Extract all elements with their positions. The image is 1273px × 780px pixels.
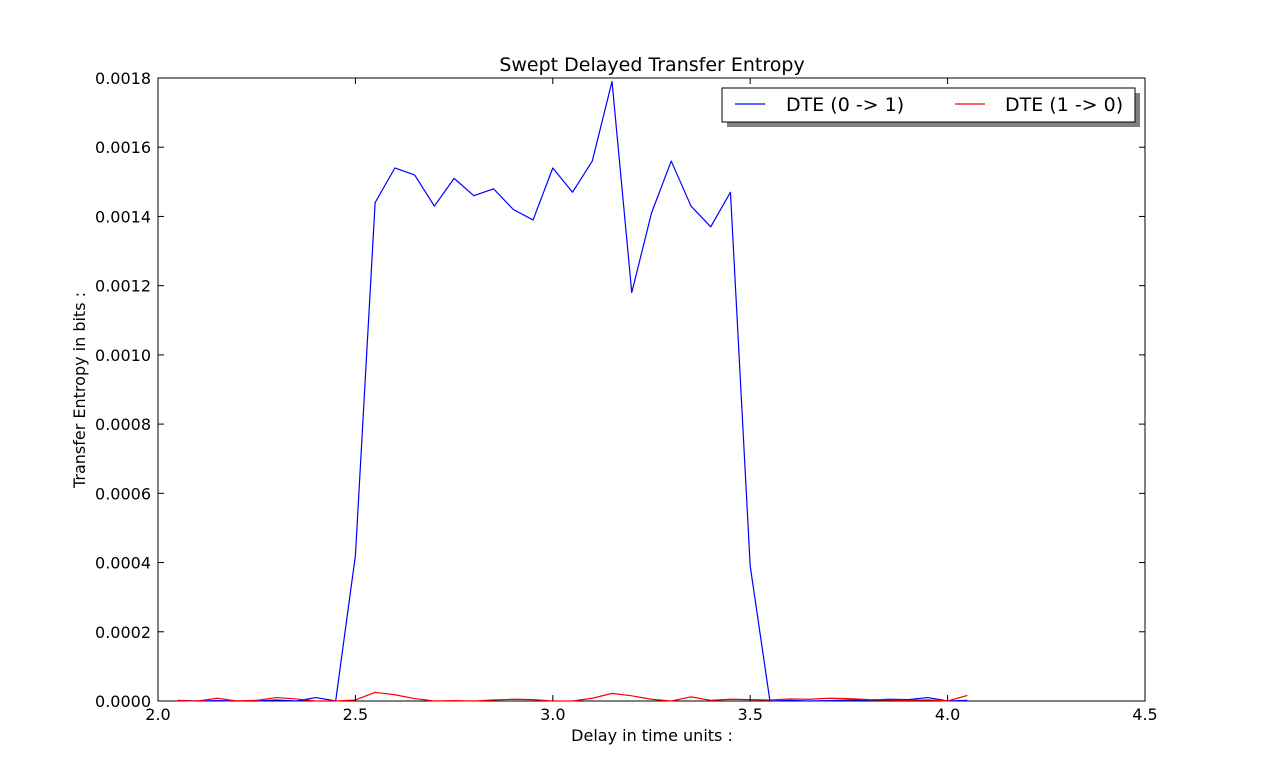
x-tick-label: 3.0 [540, 705, 565, 724]
series-line-dte-1-0 [177, 691, 968, 702]
y-tick-label: 0.0000 [95, 692, 151, 711]
legend-label-dte-1-0: DTE (1 -> 0) [1005, 94, 1123, 116]
y-tick-label: 0.0008 [95, 415, 151, 434]
x-tick-label: 4.0 [935, 705, 960, 724]
y-tick-label: 0.0018 [95, 69, 151, 88]
tick-layer: 2.0 2.5 3.0 3.5 4.0 4.5 0.0000 0.0002 0.0004 0.00… [95, 69, 1158, 724]
y-tick-label: 0.0002 [95, 623, 151, 642]
legend: DTE (0 -> 1) DTE (1 -> 0) [721, 87, 1140, 127]
y-tick-label: 0.0014 [95, 207, 151, 226]
chart-title: Swept Delayed Transfer Entropy [499, 54, 804, 76]
legend-label-dte-0-1: DTE (0 -> 1) [786, 94, 904, 116]
legend-box [721, 87, 1136, 123]
plot-frame [157, 77, 1146, 702]
plot-area: 2.0 2.5 3.0 3.5 4.0 4.5 0.0000 0.0002 0.0004 0.00… [95, 69, 1158, 724]
x-axis-title: Delay in time units : [571, 726, 733, 745]
x-tick-label: 2.0 [145, 705, 170, 724]
x-tick-label: 2.5 [343, 705, 368, 724]
x-tick-label: 4.5 [1132, 705, 1157, 724]
series-line-dte-0-1 [177, 80, 968, 702]
y-tick-label: 0.0010 [95, 346, 151, 365]
y-tick-label: 0.0004 [95, 554, 151, 573]
y-tick-label: 0.0016 [95, 138, 151, 157]
y-tick-label: 0.0012 [95, 277, 151, 296]
x-tick-label: 3.5 [737, 705, 762, 724]
y-tick-label: 0.0006 [95, 484, 151, 503]
y-axis-title: Transfer Entropy in bits : [70, 292, 89, 489]
series-layer [177, 80, 968, 702]
